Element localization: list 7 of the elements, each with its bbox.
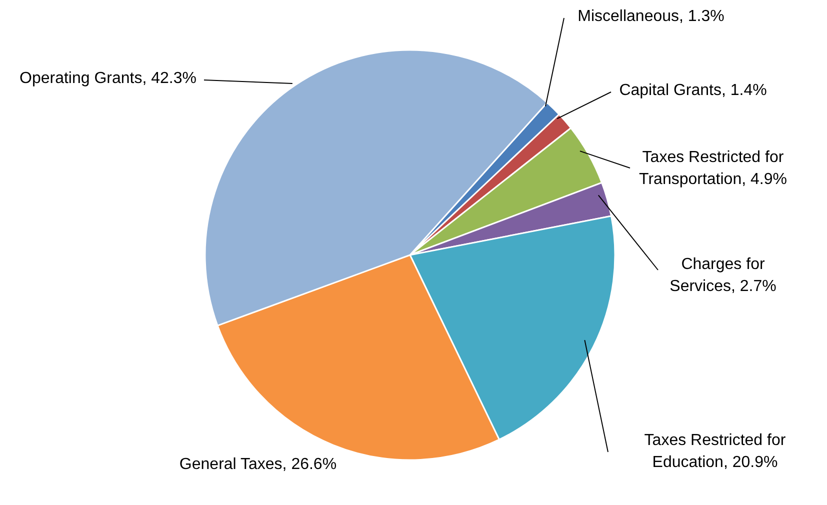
slice-label: Operating Grants, 42.3% [18,69,198,89]
slice-label: Miscellaneous, 1.3% [576,7,726,27]
slice-label: Charges for Services, 2.7% [668,255,778,297]
slice-label: Capital Grants, 1.4% [618,81,768,101]
slice-label: Taxes Restricted for Transportation, 4.9% [638,148,788,190]
slice-label: Taxes Restricted for Education, 20.9% [643,431,787,473]
slice-label: General Taxes, 26.6% [178,455,338,475]
